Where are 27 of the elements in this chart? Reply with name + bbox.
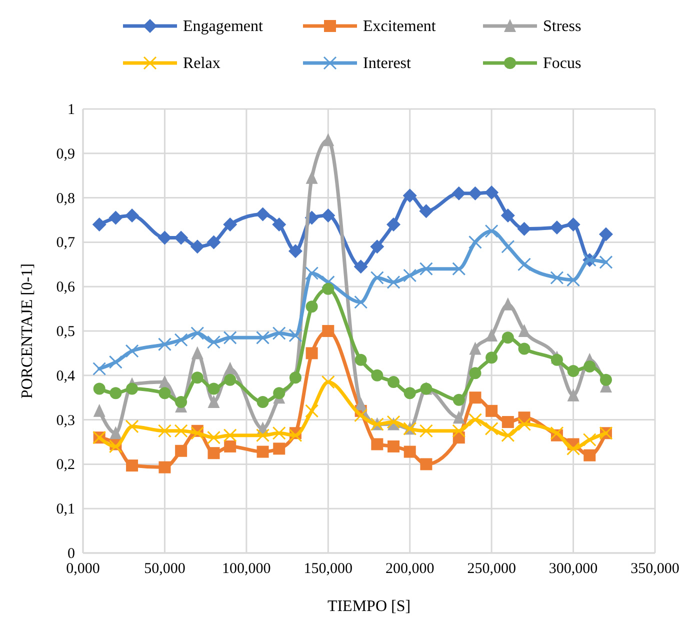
y-tick-label: 0,6 [56, 280, 76, 296]
y-tick-label: 1 [68, 102, 75, 118]
x-tick-label: 300,000 [548, 561, 598, 577]
legend-label: Engagement [183, 18, 264, 35]
x-tick-label: 100,000 [222, 561, 271, 577]
y-tick-label: 0,8 [56, 190, 75, 207]
x-axis-title: TIEMPO [S] [327, 598, 411, 615]
y-tick-label: 0,5 [56, 324, 75, 340]
y-tick-label: 0,1 [56, 502, 75, 518]
legend-label: Excitement [363, 18, 436, 35]
y-tick-label: 0,7 [56, 235, 76, 252]
y-axis-title: PORCENTAJE [0-1] [19, 263, 36, 399]
y-tick-label: 0,9 [56, 146, 75, 162]
legend-label: Stress [543, 18, 582, 35]
legend-label: Interest [363, 55, 412, 72]
x-tick-label: 350,000 [630, 561, 680, 577]
legend-label: Focus [543, 55, 582, 72]
legend-label: Relax [183, 55, 220, 72]
y-tick-label: 0,3 [56, 412, 75, 429]
x-tick-label: 150,000 [304, 561, 353, 577]
x-tick-label: 50,000 [144, 561, 186, 577]
x-tick-label: 200,000 [385, 561, 434, 577]
y-tick-label: 0 [68, 546, 75, 562]
y-tick-label: 0,2 [56, 457, 75, 474]
y-tick-label: 0,4 [56, 368, 76, 384]
x-tick-label: 250,000 [467, 561, 516, 577]
x-tick-label: 0,000 [66, 561, 100, 577]
